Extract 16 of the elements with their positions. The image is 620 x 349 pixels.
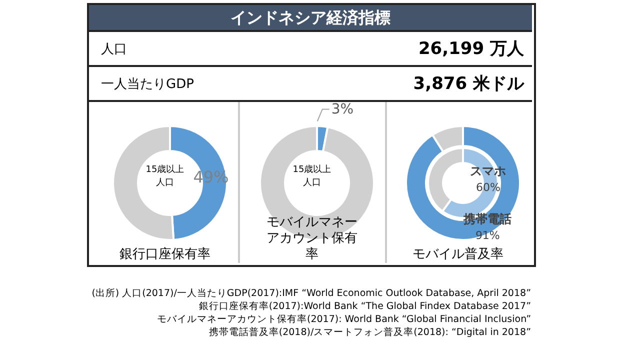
text: 携帯電話普及率(2018)/スマートフォン普及率(2018): “Digital in 2018” [208,326,531,339]
text: モバイルマネーアカウント保有率(2017): World Bank “Global Financial Inclusion” [156,313,531,326]
text: 銀行口座保有率(2017):World Bank “The Global Findex Database 2017” [198,300,531,313]
category-label: 人口 [101,40,127,58]
text: 銀行口座保有率 [118,247,212,263]
data-label: 26,199 万人 [418,38,524,60]
text: モバイル普及率 [412,247,504,263]
category-label: 一人当たりGDP [101,76,194,92]
text: 15歳以上人口 [292,164,332,190]
text: (出所) 人口(2017)/一人当たりGDP(2017):IMF “World Economic Outlook Database, April 2018” [90,287,531,300]
data-label: 3,876 米ドル [413,73,524,95]
text: インドネシア経済指標 [89,5,532,30]
text: 15歳以上人口 [144,164,186,190]
data-label: 91% [475,229,500,242]
text: モバイルマネーアカウント保有率 [266,215,358,263]
data-label: 3% [331,101,354,118]
